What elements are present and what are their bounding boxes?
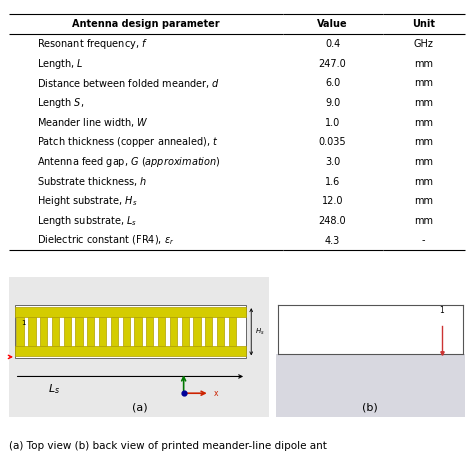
Bar	[229, 317, 236, 346]
Bar	[170, 317, 177, 346]
Bar	[205, 317, 212, 346]
Bar	[146, 317, 154, 346]
Text: x: x	[214, 389, 218, 398]
Bar	[158, 317, 165, 346]
Bar	[28, 317, 36, 346]
Text: (b): (b)	[363, 403, 378, 413]
Text: $H_s$: $H_s$	[255, 327, 265, 337]
Bar	[193, 317, 201, 346]
Bar	[123, 317, 130, 346]
Text: (a) Top view (b) back view of printed meander-line dipole ant: (a) Top view (b) back view of printed me…	[9, 441, 328, 451]
Bar	[52, 317, 59, 346]
Text: $L_s$: $L_s$	[47, 382, 60, 396]
Bar	[15, 346, 246, 356]
Bar	[40, 317, 47, 346]
Bar	[135, 317, 142, 346]
Bar	[111, 317, 118, 346]
Bar	[217, 317, 224, 346]
Bar	[64, 317, 71, 346]
Bar	[15, 307, 246, 317]
Bar	[276, 277, 465, 354]
Bar	[87, 317, 94, 346]
Bar	[99, 317, 106, 346]
Text: 1: 1	[21, 320, 26, 327]
Text: (a): (a)	[132, 403, 147, 413]
Bar	[182, 317, 189, 346]
Bar	[75, 317, 82, 346]
Text: 1: 1	[439, 306, 444, 315]
Bar	[17, 317, 24, 346]
Bar	[276, 354, 465, 417]
Bar	[15, 305, 246, 358]
